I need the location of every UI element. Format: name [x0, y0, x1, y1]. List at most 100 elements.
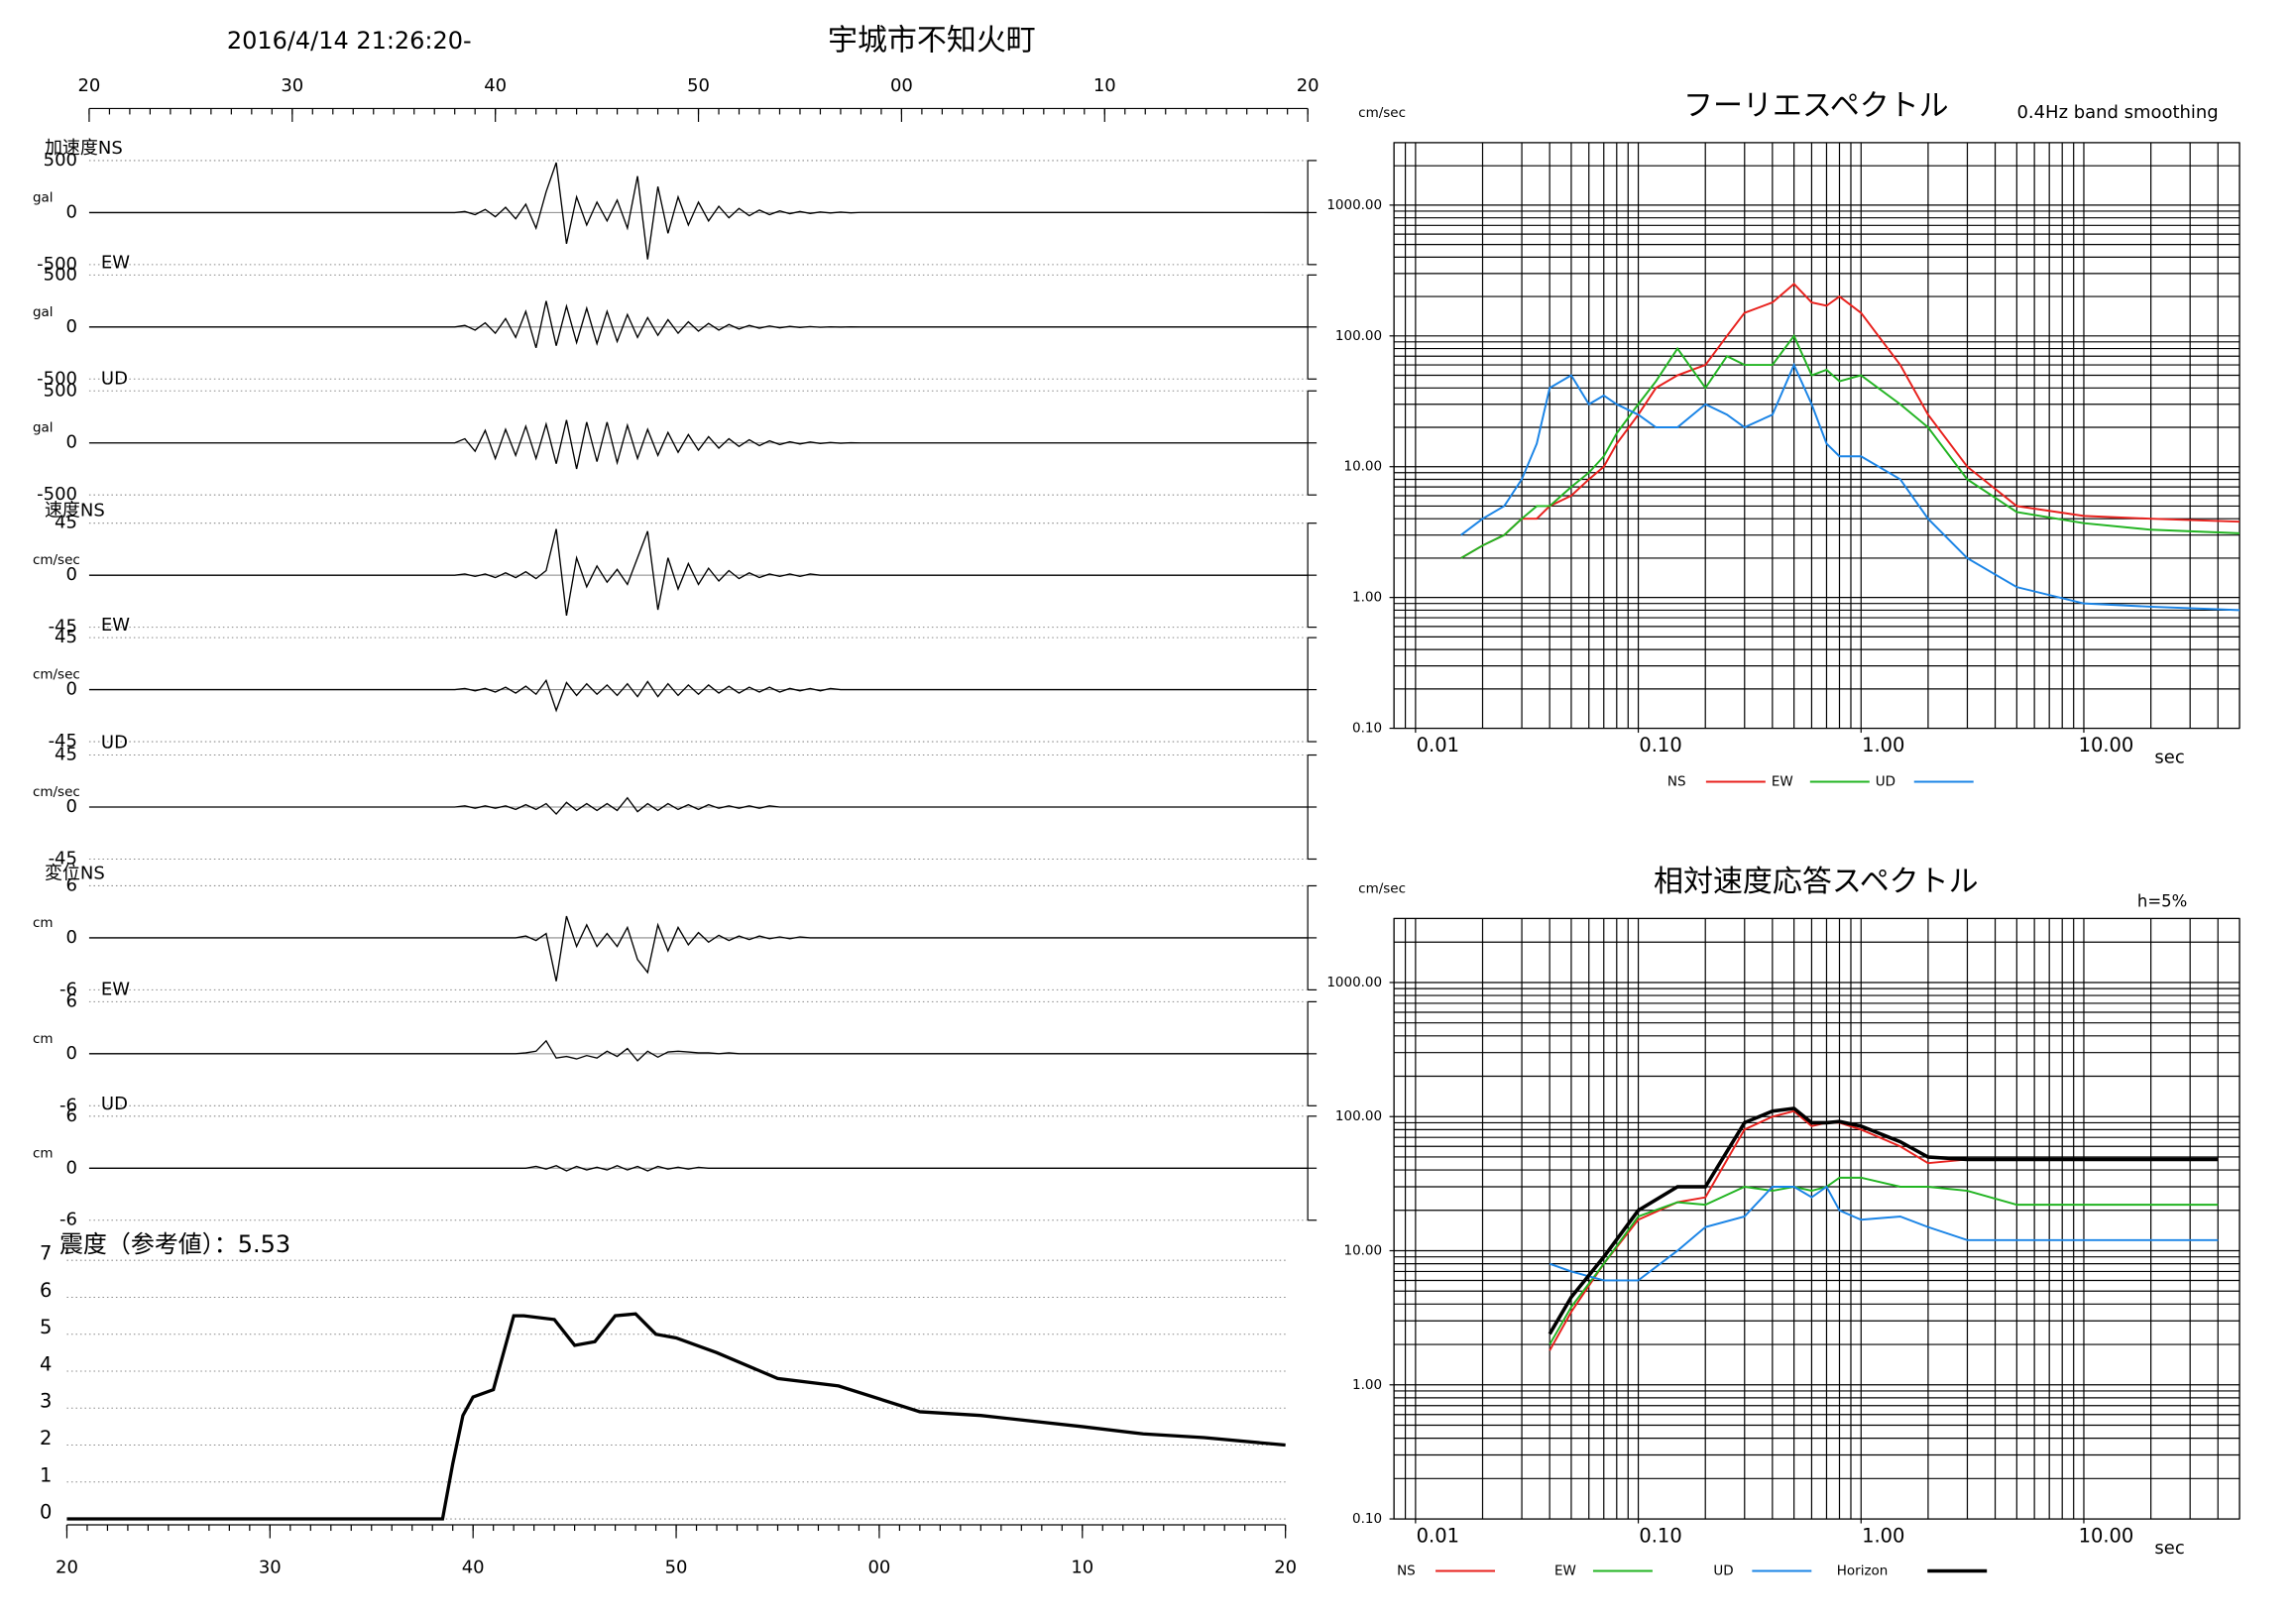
- trace-label: UD: [101, 368, 128, 389]
- x-tick-label: 20: [1297, 75, 1320, 96]
- y-tick-label: 10.00: [1343, 459, 1382, 475]
- spectrum-line: [1549, 1176, 2219, 1345]
- y-tick-label: 100.00: [1335, 328, 1382, 344]
- x-tick-label: 20: [1274, 1558, 1297, 1578]
- x-tick-label: 0.01: [1417, 1525, 1459, 1548]
- x-tick-label: 00: [867, 1558, 890, 1578]
- y-tick-label: 0: [66, 432, 77, 453]
- plot-frame: [1393, 142, 2240, 730]
- chart-title: フーリエスペクトル: [1683, 88, 1949, 123]
- unit-label: cm/sec: [33, 784, 80, 800]
- waveform: [88, 1039, 1309, 1062]
- y-tick-label: 6: [66, 874, 77, 895]
- x-tick-label: 10: [1071, 1558, 1093, 1578]
- legend-label: UD: [1876, 774, 1895, 790]
- y-tick-label: 0: [66, 796, 77, 817]
- y-tick-label: 0: [66, 316, 77, 337]
- y-tick-label: -6: [59, 979, 77, 999]
- y-tick-label: 0.10: [1352, 721, 1382, 737]
- y-tick-label: 5: [40, 1316, 52, 1338]
- y-tick-label: 0: [66, 927, 77, 948]
- x-tick-label: 50: [687, 75, 710, 96]
- trace-label: UD: [101, 733, 128, 754]
- x-tick-label: 1.00: [1862, 734, 1904, 756]
- legend-label: Horizon: [1837, 1564, 1889, 1579]
- waveform: [88, 796, 1309, 816]
- intensity-line: [66, 1312, 1286, 1521]
- x-axis-label: sec: [2154, 748, 2184, 768]
- y-tick-label: 0: [66, 201, 77, 222]
- legend-label: NS: [1667, 774, 1686, 790]
- waveform: [88, 162, 1309, 260]
- y-tick-label: -500: [37, 484, 77, 505]
- y-tick-label: -500: [37, 254, 77, 275]
- spectrum-line: [1549, 1109, 2219, 1351]
- y-tick-label: 0: [66, 1157, 77, 1178]
- y-tick-label: 45: [55, 513, 77, 533]
- x-tick-label: 30: [281, 75, 303, 96]
- y-tick-label: 0: [66, 1043, 77, 1064]
- chart-title: 震度（参考値）：5.53: [59, 1230, 290, 1258]
- unit-label: cm: [33, 915, 54, 931]
- y-tick-label: 6: [40, 1279, 52, 1302]
- trace-label: 変位NS: [45, 863, 105, 883]
- y-tick-label: 0.10: [1352, 1511, 1382, 1527]
- legend-label: EW: [1772, 774, 1793, 790]
- y-tick-label: 1.00: [1352, 590, 1382, 606]
- x-tick-label: 10.00: [2079, 1525, 2134, 1548]
- trace-label: EW: [101, 252, 130, 273]
- waveform: [88, 1164, 1309, 1172]
- spectrum-line: [1460, 362, 2240, 612]
- chart-subtitle: h=5%: [2137, 891, 2187, 910]
- chart-subtitle: 2016/4/14 21:26:20-: [227, 27, 472, 55]
- trace-label: 加速度NS: [45, 138, 123, 159]
- y-tick-label: 1: [40, 1463, 52, 1486]
- waveform: [88, 528, 1309, 617]
- y-tick-label: 6: [66, 990, 77, 1011]
- x-axis-label: sec: [2154, 1538, 2184, 1559]
- trace-label: UD: [101, 1094, 128, 1114]
- unit-label: gal: [33, 304, 54, 320]
- unit-label: cm: [33, 1031, 54, 1047]
- chart-title: 宇城市不知火町: [828, 24, 1036, 58]
- waveform: [88, 419, 1309, 470]
- y-tick-label: 1000.00: [1326, 197, 1382, 213]
- chart-subtitle: 0.4Hz band smoothing: [2016, 102, 2218, 123]
- y-tick-label: -6: [59, 1210, 77, 1230]
- y-tick-label: 6: [66, 1105, 77, 1126]
- y-tick-label: 0: [40, 1501, 52, 1524]
- x-tick-label: 10.00: [2079, 734, 2134, 756]
- x-tick-label: 50: [665, 1558, 688, 1578]
- unit-label: gal: [33, 189, 54, 205]
- trace-label: EW: [101, 979, 130, 999]
- x-tick-label: 20: [78, 75, 101, 96]
- y-tick-label: 7: [40, 1242, 52, 1265]
- y-axis-label: cm/sec: [1358, 105, 1406, 121]
- trace-label: 速度NS: [45, 501, 105, 522]
- unit-label: cm/sec: [33, 552, 80, 568]
- legend-label: EW: [1554, 1564, 1576, 1579]
- legend-label: NS: [1397, 1564, 1416, 1579]
- y-tick-label: -6: [59, 1095, 77, 1115]
- chart-title: 相対速度応答スペクトル: [1654, 865, 1979, 899]
- y-tick-label: 100.00: [1335, 1108, 1382, 1124]
- y-tick-label: 0: [66, 679, 77, 700]
- waveform: [88, 678, 1309, 713]
- y-tick-label: 500: [44, 150, 77, 171]
- spectrum-line: [1460, 283, 2240, 559]
- waveform: [88, 300, 1309, 348]
- y-tick-label: 4: [40, 1352, 52, 1375]
- x-tick-label: 30: [259, 1558, 282, 1578]
- x-tick-label: 40: [484, 75, 507, 96]
- y-axis-label: cm/sec: [1358, 880, 1406, 896]
- y-tick-label: 45: [55, 745, 77, 765]
- y-tick-label: 3: [40, 1390, 52, 1413]
- spectrum-line: [1549, 1185, 2219, 1282]
- x-tick-label: 10: [1093, 75, 1116, 96]
- y-tick-label: -45: [49, 731, 77, 752]
- waveform: [88, 915, 1309, 982]
- x-tick-label: 1.00: [1862, 1525, 1904, 1548]
- x-tick-label: 0.10: [1639, 1525, 1681, 1548]
